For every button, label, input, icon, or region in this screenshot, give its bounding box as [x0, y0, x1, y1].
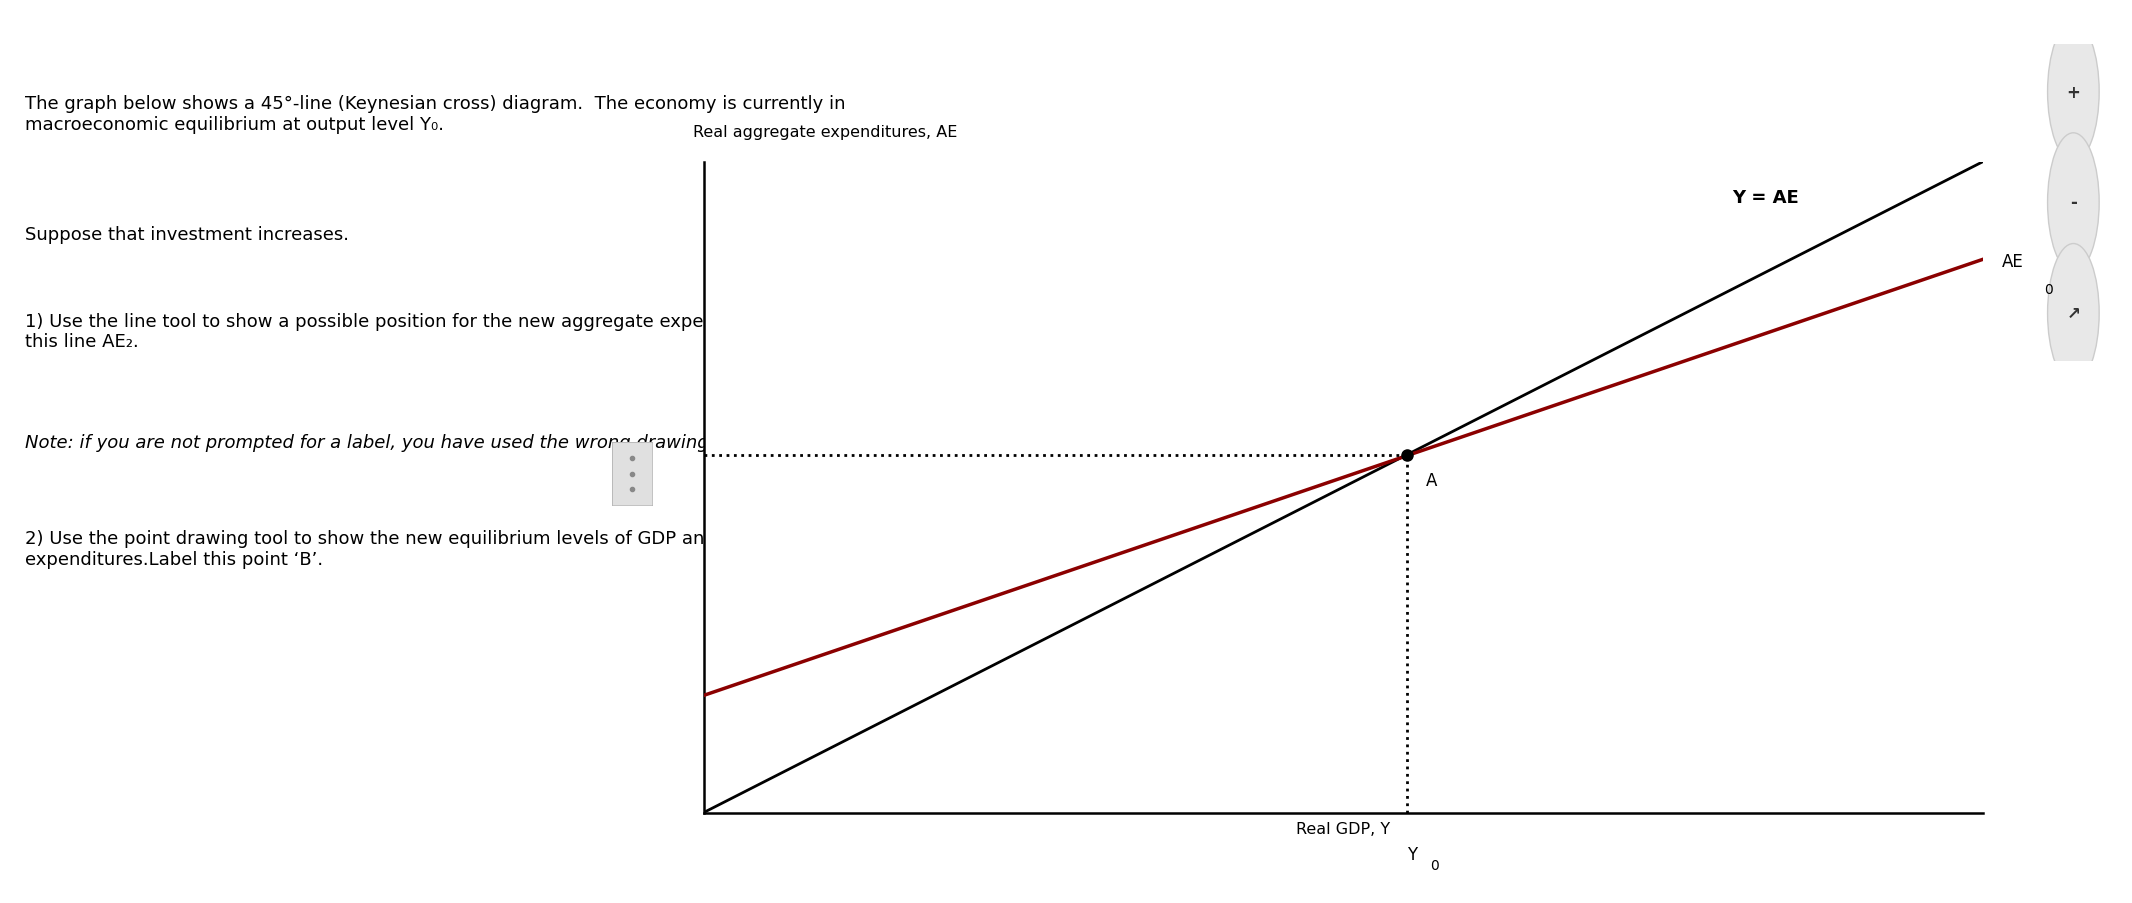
Text: -: -	[2070, 194, 2077, 212]
Text: 0: 0	[1431, 858, 1439, 872]
Circle shape	[2047, 245, 2100, 383]
Text: 0: 0	[2045, 283, 2053, 297]
Text: Y = AE: Y = AE	[1731, 189, 1799, 207]
Circle shape	[2047, 23, 2100, 162]
Circle shape	[2047, 134, 2100, 273]
Text: +: +	[2066, 84, 2081, 101]
Text: A: A	[1426, 471, 1437, 489]
Text: Real aggregate expenditures, AE: Real aggregate expenditures, AE	[693, 125, 957, 140]
X-axis label: Real GDP, Y: Real GDP, Y	[1296, 821, 1390, 836]
Text: AE: AE	[2002, 253, 2023, 271]
Text: Note: if you are not prompted for a label, you have used the wrong drawing tool.: Note: if you are not prompted for a labe…	[26, 434, 755, 452]
Text: 2) Use the point drawing tool to show the new equilibrium levels of GDP and
expe: 2) Use the point drawing tool to show th…	[26, 529, 716, 568]
Text: Suppose that investment increases.: Suppose that investment increases.	[26, 226, 350, 244]
Text: 1) Use the line tool to show a possible position for the new aggregate expenditu: 1) Use the line tool to show a possible …	[26, 312, 876, 351]
Text: Y: Y	[1407, 845, 1418, 863]
Text: The graph below shows a 45°-line (Keynesian cross) diagram.  The economy is curr: The graph below shows a 45°-line (Keynes…	[26, 95, 846, 134]
Text: ↗: ↗	[2066, 305, 2081, 322]
